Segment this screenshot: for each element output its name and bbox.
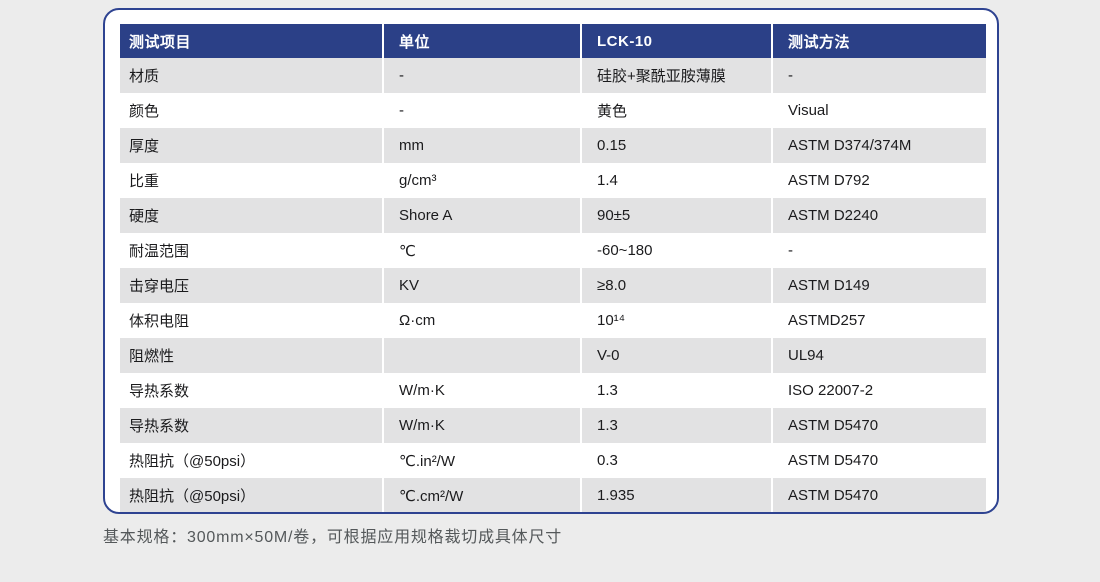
table-row: 体积电阻 Ω·cm 10¹⁴ ASTMD257 [120,303,986,338]
table-cell: ASTM D792 [771,163,986,198]
table-row: 导热系数 W/m·K 1.3 ASTM D5470 [120,408,986,443]
table-cell: 材质 [120,58,383,93]
table-cell: -60~180 [580,233,772,268]
table-cell: ≥8.0 [580,268,772,303]
table-cell: 黄色 [580,93,772,128]
header-product-model: LCK-10 [580,24,772,58]
header-test-method: 测试方法 [771,24,986,58]
table-cell: 热阻抗（@50psi） [120,478,383,512]
table-cell: Ω·cm [382,303,581,338]
table-row: 击穿电压 KV ≥8.0 ASTM D149 [120,268,986,303]
table-row: 导热系数 W/m·K 1.3 ISO 22007-2 [120,373,986,408]
table-cell: 0.3 [580,443,772,478]
table-cell: - [771,233,986,268]
table-cell: 硬度 [120,198,383,233]
table-cell: 厚度 [120,128,383,163]
table-cell: 硅胶+聚酰亚胺薄膜 [580,58,772,93]
table-cell: ℃ [382,233,581,268]
table-cell: 热阻抗（@50psi） [120,443,383,478]
header-test-item: 测试项目 [120,24,383,58]
table-cell [382,338,581,373]
table-cell: Visual [771,93,986,128]
table-cell: ℃.in²/W [382,443,581,478]
table-cell: 导热系数 [120,408,383,443]
spec-card: 测试项目 单位 LCK-10 测试方法 材质 - 硅胶+聚酰亚胺薄膜 - 颜色 - 黄色 Vi… [103,8,999,514]
table-row: 耐温范围 ℃ -60~180- [120,233,986,268]
table-row: 热阻抗（@50psi） ℃.in²/W 0.3 ASTM D5470 [120,443,986,478]
table-cell: ASTMD257 [771,303,986,338]
table-cell: UL94 [771,338,986,373]
table-row: 硬度 Shore A 90±5 ASTM D2240 [120,198,986,233]
table-cell: 1.4 [580,163,772,198]
header-unit: 单位 [382,24,581,58]
table-cell: ASTM D5470 [771,478,986,512]
table-cell: 1.3 [580,408,772,443]
table-cell: - [382,93,581,128]
table-row: 阻燃性 V-0 UL94 [120,338,986,373]
table-cell: - [382,58,581,93]
table-cell: Shore A [382,198,581,233]
table-cell: 10¹⁴ [580,303,772,338]
table-row: 材质 - 硅胶+聚酰亚胺薄膜 - [120,58,986,93]
table-cell: 1.3 [580,373,772,408]
table-cell: mm [382,128,581,163]
table-cell: 体积电阻 [120,303,383,338]
basic-spec-note: 基本规格：300mm×50M/卷，可根据应用规格裁切成具体尺寸 [103,529,563,546]
table-cell: ℃.cm²/W [382,478,581,512]
table-cell: 耐温范围 [120,233,383,268]
table-cell: 比重 [120,163,383,198]
header-row: 测试项目 单位 LCK-10 测试方法 [120,24,986,58]
table-cell: ASTM D2240 [771,198,986,233]
table-cell: W/m·K [382,373,581,408]
spec-table: 测试项目 单位 LCK-10 测试方法 材质 - 硅胶+聚酰亚胺薄膜 - 颜色 - 黄色 Vi… [120,24,986,512]
table-cell: ASTM D149 [771,268,986,303]
table-row: 比重 g/cm³ 1.4 ASTM D792 [120,163,986,198]
table-cell: ASTM D374/374M [771,128,986,163]
table-cell: ISO 22007-2 [771,373,986,408]
table-row: 热阻抗（@50psi） ℃.cm²/W 1.935 ASTM D5470 [120,478,986,512]
table-cell: KV [382,268,581,303]
table-cell: V-0 [580,338,772,373]
table-row: 颜色 - 黄色 Visual [120,93,986,128]
table-row: 厚度 mm 0.15 ASTM D374/374M [120,128,986,163]
table-cell: g/cm³ [382,163,581,198]
table-cell: - [771,58,986,93]
table-cell: 0.15 [580,128,772,163]
table-cell: 颜色 [120,93,383,128]
table-cell: 90±5 [580,198,772,233]
table-cell: 击穿电压 [120,268,383,303]
table-cell: 1.935 [580,478,772,512]
spec-table-body: 材质 - 硅胶+聚酰亚胺薄膜 - 颜色 - 黄色 Visual 厚度 mm 0.15 ASTM D37… [120,58,986,512]
spec-table-header: 测试项目 单位 LCK-10 测试方法 [120,24,986,58]
table-cell: W/m·K [382,408,581,443]
table-cell: ASTM D5470 [771,443,986,478]
table-cell: ASTM D5470 [771,408,986,443]
table-cell: 阻燃性 [120,338,383,373]
table-cell: 导热系数 [120,373,383,408]
